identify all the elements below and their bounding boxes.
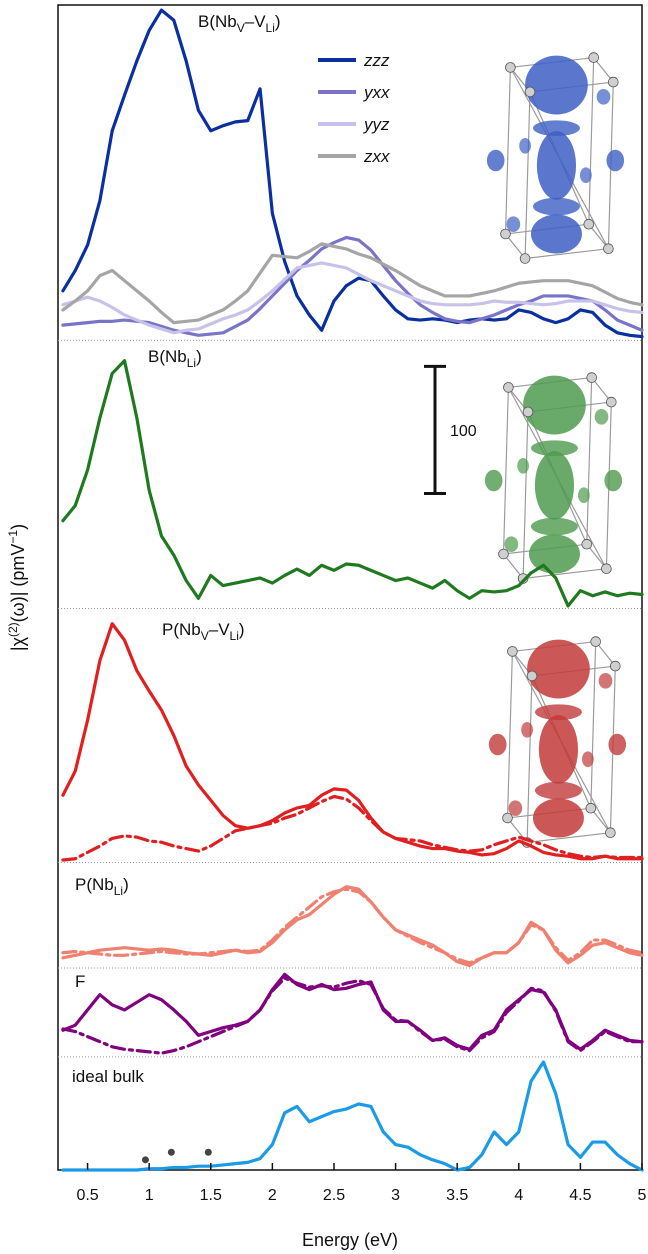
panel-label-part: V bbox=[201, 629, 209, 643]
x-tick-label: 4.5 bbox=[569, 1187, 591, 1204]
panel-label-part: ) bbox=[239, 620, 245, 639]
y-axis-label: |χ(2)(ω)| (pmV−1) bbox=[6, 524, 28, 651]
panel-label: P(NbV–VLi) bbox=[162, 620, 245, 643]
x-axis-label: Energy (eV) bbox=[302, 1230, 398, 1250]
panel-label-part: P(Nb bbox=[75, 875, 114, 894]
legend-label: yxx bbox=[363, 83, 390, 102]
series-line bbox=[61, 622, 644, 861]
series-line bbox=[61, 8, 644, 339]
panel-label-part: –V bbox=[245, 12, 266, 31]
y-axis-label-part: |χ bbox=[8, 636, 28, 651]
scale-bar-label: 100 bbox=[450, 423, 477, 440]
panel-label-part: ) bbox=[275, 12, 281, 31]
legend-label: zzz bbox=[363, 51, 390, 70]
plot-frame bbox=[57, 4, 643, 1171]
series-line bbox=[61, 235, 644, 337]
structure-inset bbox=[488, 636, 627, 849]
series-line bbox=[61, 261, 644, 335]
series-line bbox=[61, 794, 644, 862]
x-tick-label: 4 bbox=[514, 1187, 523, 1204]
x-tick-label: 0.5 bbox=[76, 1187, 98, 1204]
panel-label: P(NbLi) bbox=[75, 875, 129, 898]
panel-label-part: Li bbox=[187, 356, 196, 370]
data-point bbox=[141, 1156, 149, 1164]
structure-inset bbox=[486, 52, 625, 265]
y-axis-label-part: −1 bbox=[6, 530, 20, 544]
panel-label-part: ) bbox=[196, 347, 202, 366]
legend-label: zxx bbox=[363, 147, 390, 166]
panel-label-part: B(Nb bbox=[198, 12, 237, 31]
series-line bbox=[61, 242, 644, 325]
x-tick-label: 2.5 bbox=[323, 1187, 345, 1204]
panel-label-part: V bbox=[237, 21, 245, 35]
x-tick-label: 2 bbox=[268, 1187, 277, 1204]
panel-label-part: Li bbox=[230, 629, 239, 643]
series-line bbox=[61, 1060, 644, 1172]
panel-label: ideal bulk bbox=[72, 1067, 144, 1086]
x-tick-label: 1 bbox=[145, 1187, 154, 1204]
series-line bbox=[61, 887, 644, 965]
panel-label-part: P(Nb bbox=[162, 620, 201, 639]
x-tick-label: 5 bbox=[638, 1187, 647, 1204]
scale-bar bbox=[424, 364, 446, 495]
panel-label-part: ideal bulk bbox=[72, 1067, 144, 1086]
panel-label: B(NbV–VLi) bbox=[198, 12, 281, 35]
y-axis-label-part: (ω)| (pmV bbox=[8, 544, 28, 623]
x-tick-label: 1.5 bbox=[200, 1187, 222, 1204]
panel-label: B(NbLi) bbox=[148, 347, 202, 370]
structure-inset bbox=[484, 372, 623, 585]
x-tick-label: 3.5 bbox=[446, 1187, 468, 1204]
panel-label-part: F bbox=[75, 972, 85, 991]
data-point bbox=[204, 1148, 212, 1156]
panel-label-part: –V bbox=[209, 620, 230, 639]
series-line bbox=[61, 359, 644, 608]
y-axis-label-part: ) bbox=[8, 524, 28, 530]
y-axis-label-part: (2) bbox=[6, 622, 20, 637]
panel-label-part: ) bbox=[123, 875, 129, 894]
panel-label: F bbox=[75, 972, 85, 991]
panel-label-part: Li bbox=[266, 21, 275, 35]
legend-label: yyz bbox=[363, 115, 390, 134]
series-line bbox=[61, 976, 644, 1055]
panel-label-part: Li bbox=[114, 884, 123, 898]
data-point bbox=[167, 1148, 175, 1156]
x-tick-label: 3 bbox=[391, 1187, 400, 1204]
panel-label-part: B(Nb bbox=[148, 347, 187, 366]
